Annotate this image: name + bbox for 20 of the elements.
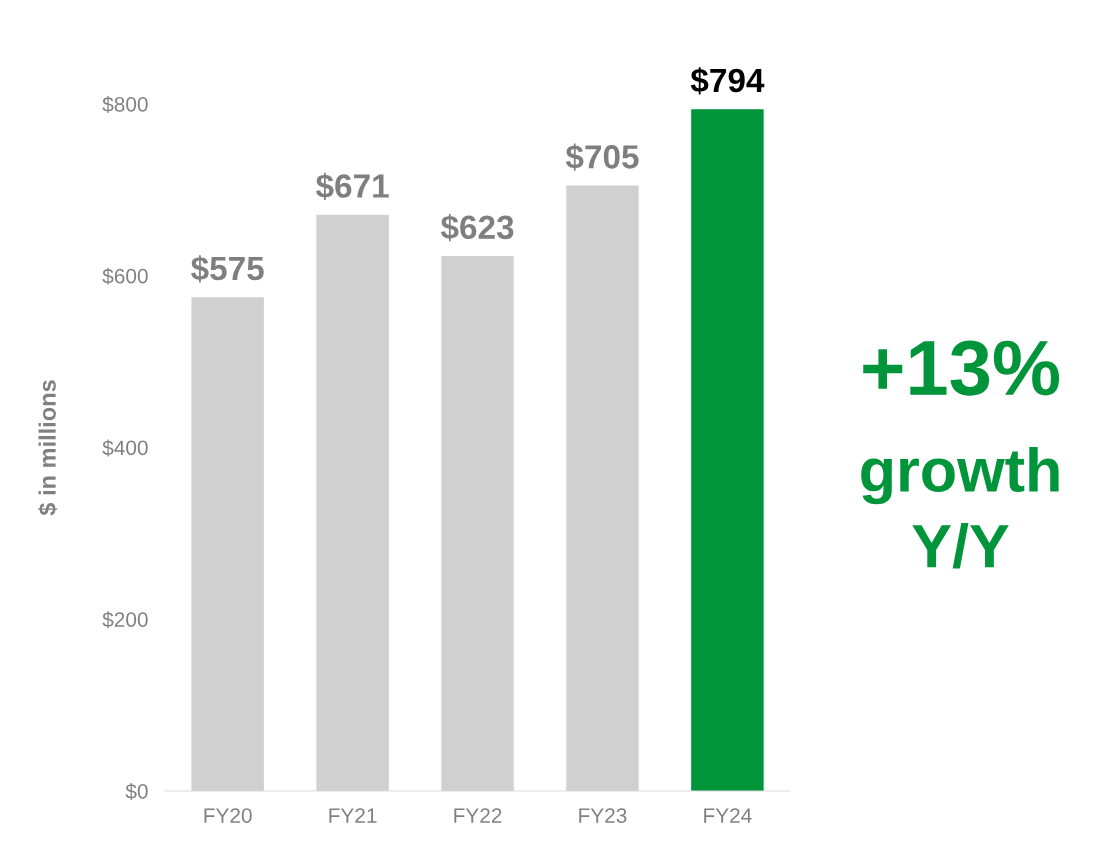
y-axis-title: $ in millions	[38, 380, 58, 516]
data-label: $794	[690, 67, 765, 95]
x-tick-label: FY22	[454, 808, 502, 823]
text: growth	[861, 447, 1059, 505]
x-tick-label: FY23	[579, 808, 627, 823]
y-tick-label: $200	[102, 611, 148, 629]
text: Y/Y	[912, 523, 1009, 569]
x-tick-label: FY20	[204, 808, 252, 823]
text: +13%	[863, 340, 1060, 396]
x-tick-label: FY24	[704, 808, 752, 823]
data-label: $671	[315, 172, 389, 201]
bar	[691, 109, 764, 791]
x-tick-label: FY21	[329, 808, 377, 823]
data-label: $705	[565, 143, 639, 171]
y-tick-label: $0	[125, 783, 148, 800]
data-label: $623	[440, 214, 514, 242]
data-label: $575	[191, 255, 264, 283]
y-tick-label: $600	[102, 267, 148, 285]
y-tick-label: $800	[102, 96, 148, 113]
y-tick-label: $400	[102, 439, 148, 457]
